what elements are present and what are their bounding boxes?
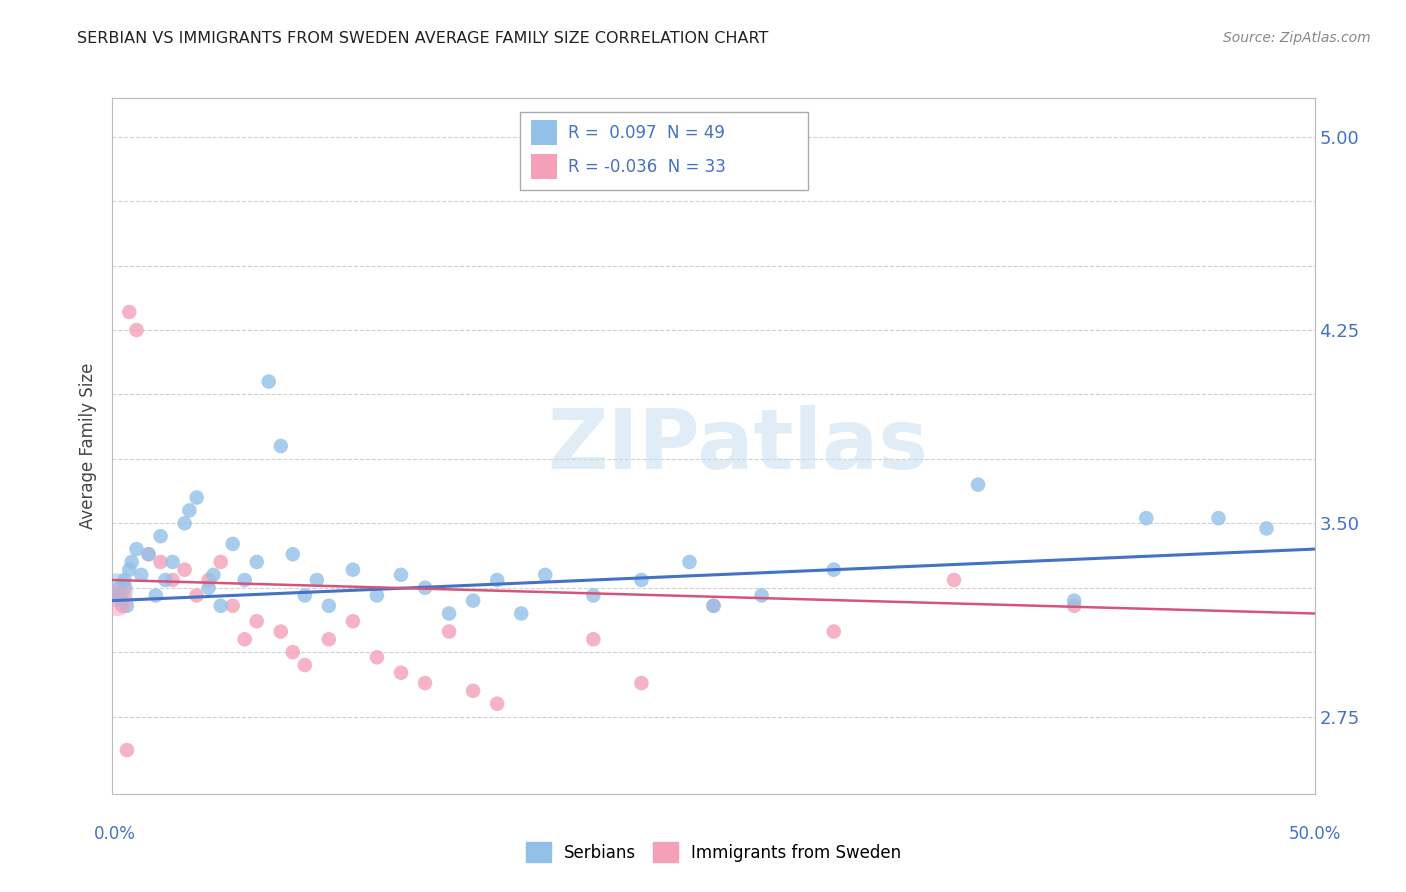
Point — [233, 573, 256, 587]
Text: ZIPatlas: ZIPatlas — [547, 406, 928, 486]
Point — [461, 593, 484, 607]
Point — [162, 573, 184, 587]
Point — [111, 599, 134, 613]
Point — [823, 624, 845, 639]
Point — [173, 516, 195, 531]
Point — [115, 599, 138, 613]
Text: R = -0.036  N = 33: R = -0.036 N = 33 — [568, 158, 725, 176]
Point — [186, 589, 208, 603]
Point — [209, 555, 232, 569]
Point — [305, 573, 328, 587]
Point — [437, 607, 460, 621]
Point — [173, 563, 195, 577]
Y-axis label: Average Family Size: Average Family Size — [79, 363, 97, 529]
Point — [179, 503, 201, 517]
Point — [630, 676, 652, 690]
Point — [510, 607, 533, 621]
Point — [1135, 511, 1157, 525]
Point — [114, 581, 136, 595]
Point — [294, 658, 316, 673]
Point — [534, 567, 557, 582]
Point — [366, 650, 388, 665]
Point — [942, 573, 965, 587]
Point — [115, 743, 138, 757]
Point — [437, 624, 460, 639]
Point — [233, 632, 256, 647]
Point — [121, 555, 143, 569]
Point — [125, 542, 148, 557]
Point — [197, 573, 219, 587]
Point — [138, 547, 160, 561]
Point — [702, 599, 725, 613]
Point — [342, 614, 364, 628]
Point — [222, 599, 245, 613]
Point — [108, 581, 131, 595]
Point — [389, 567, 412, 582]
Point — [318, 599, 340, 613]
Point — [105, 593, 128, 607]
Point — [202, 567, 225, 582]
Point — [197, 581, 219, 595]
Point — [149, 555, 172, 569]
Point — [209, 599, 232, 613]
Point — [105, 583, 128, 598]
Text: 0.0%: 0.0% — [94, 825, 136, 843]
Point — [118, 563, 141, 577]
Point — [131, 567, 153, 582]
Point — [967, 477, 990, 491]
Point — [486, 697, 509, 711]
Point — [281, 547, 304, 561]
Point — [366, 589, 388, 603]
Point — [155, 573, 177, 587]
Text: 50.0%: 50.0% — [1288, 825, 1341, 843]
Point — [1208, 511, 1230, 525]
Point — [111, 593, 134, 607]
Point — [486, 573, 509, 587]
Point — [582, 632, 605, 647]
Point — [145, 589, 167, 603]
Text: SERBIAN VS IMMIGRANTS FROM SWEDEN AVERAGE FAMILY SIZE CORRELATION CHART: SERBIAN VS IMMIGRANTS FROM SWEDEN AVERAG… — [77, 31, 769, 46]
Point — [582, 589, 605, 603]
Point — [823, 563, 845, 577]
Point — [186, 491, 208, 505]
Point — [222, 537, 245, 551]
Point — [389, 665, 412, 680]
Point — [149, 529, 172, 543]
Point — [270, 624, 292, 639]
Point — [246, 614, 269, 628]
Point — [281, 645, 304, 659]
Point — [257, 375, 280, 389]
Point — [118, 305, 141, 319]
Point — [342, 563, 364, 577]
Text: R =  0.097  N = 49: R = 0.097 N = 49 — [568, 124, 725, 142]
Point — [630, 573, 652, 587]
Point — [270, 439, 292, 453]
Point — [751, 589, 773, 603]
Point — [246, 555, 269, 569]
Point — [162, 555, 184, 569]
Point — [702, 599, 725, 613]
Point — [1063, 593, 1085, 607]
Text: Source: ZipAtlas.com: Source: ZipAtlas.com — [1223, 31, 1371, 45]
Point — [114, 573, 136, 587]
Point — [413, 676, 436, 690]
Point — [1256, 521, 1278, 535]
Point — [105, 589, 128, 603]
Legend: Serbians, Immigrants from Sweden: Serbians, Immigrants from Sweden — [519, 836, 908, 869]
Point — [413, 581, 436, 595]
Point — [108, 589, 131, 603]
Point — [1063, 599, 1085, 613]
Point — [294, 589, 316, 603]
Point — [461, 683, 484, 698]
Point — [318, 632, 340, 647]
Point — [678, 555, 700, 569]
Point — [138, 547, 160, 561]
Point — [125, 323, 148, 337]
